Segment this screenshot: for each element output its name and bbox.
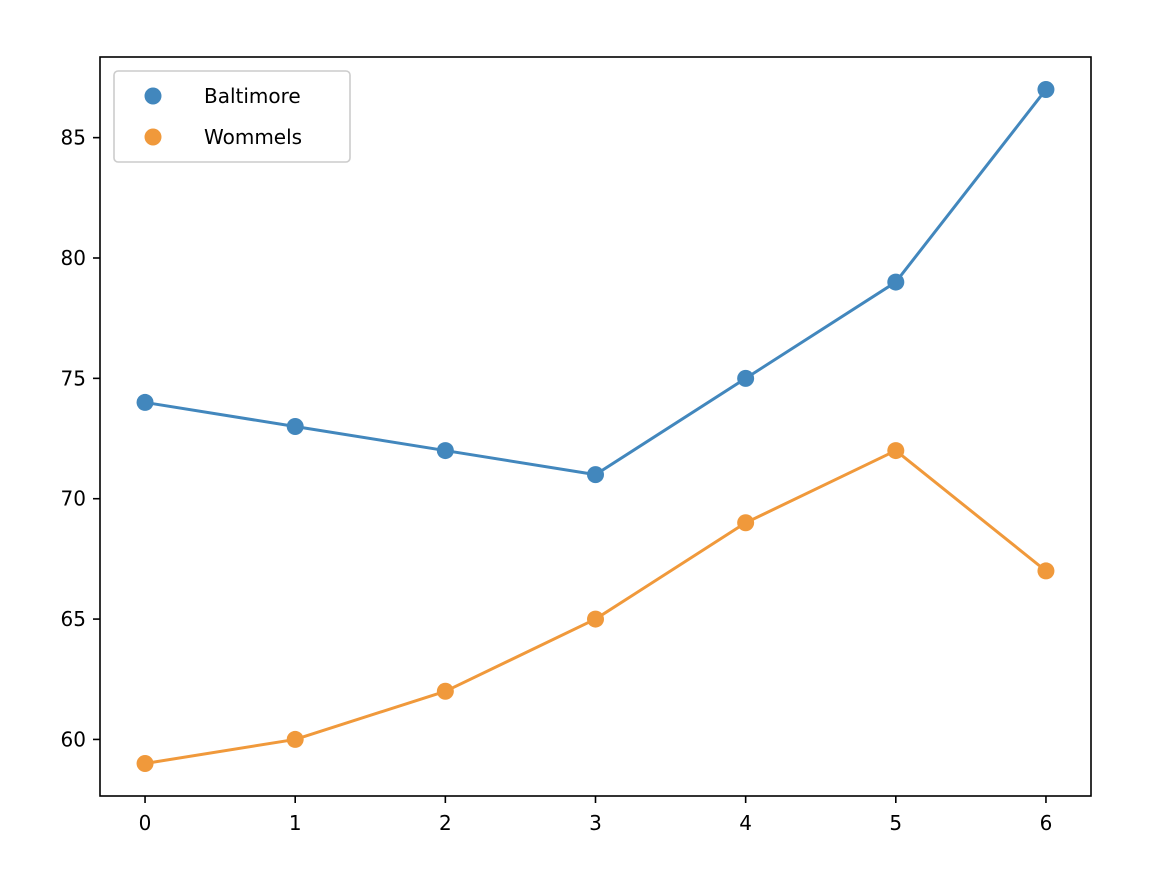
data-point-wommels xyxy=(1037,562,1055,580)
data-point-baltimore xyxy=(587,466,604,484)
x-tick-label: 5 xyxy=(889,811,902,835)
series-baltimore xyxy=(136,81,1055,484)
x-tick-label: 6 xyxy=(1040,811,1053,835)
data-point-baltimore xyxy=(286,418,304,435)
y-tick-label: 65 xyxy=(61,607,86,631)
x-tick-label: 2 xyxy=(439,811,452,835)
legend: Baltimore Wommels xyxy=(113,70,351,163)
data-point-wommels xyxy=(887,442,905,460)
x-tick-label: 1 xyxy=(289,811,302,835)
data-point-wommels xyxy=(436,682,454,700)
data-point-wommels xyxy=(737,514,755,532)
data-point-baltimore xyxy=(887,273,905,291)
y-axis: 60 65 70 75 80 85 xyxy=(61,126,100,751)
x-tick-label: 3 xyxy=(589,811,602,835)
legend-label-wommels: Wommels xyxy=(204,125,302,149)
legend-box xyxy=(113,70,351,163)
y-tick-label: 80 xyxy=(61,246,86,270)
x-tick-label: 0 xyxy=(139,811,152,835)
series-layer xyxy=(136,81,1055,772)
data-point-baltimore xyxy=(737,369,755,387)
data-point-baltimore xyxy=(136,393,154,411)
x-axis: 0 1 2 3 4 5 6 xyxy=(139,796,1053,835)
y-tick-label: 85 xyxy=(61,126,86,150)
data-point-wommels xyxy=(587,610,604,628)
legend-label-baltimore: Baltimore xyxy=(204,84,301,108)
legend-marker-wommels xyxy=(144,128,162,146)
y-tick-label: 75 xyxy=(61,366,86,390)
data-point-wommels xyxy=(136,755,154,772)
x-tick-label: 4 xyxy=(739,811,752,835)
data-point-baltimore xyxy=(1037,81,1055,98)
y-tick-label: 60 xyxy=(61,727,86,751)
legend-marker-baltimore xyxy=(144,87,162,105)
y-tick-label: 70 xyxy=(61,487,86,511)
data-point-wommels xyxy=(286,730,304,748)
series-wommels xyxy=(136,442,1055,772)
data-point-baltimore xyxy=(436,442,454,460)
